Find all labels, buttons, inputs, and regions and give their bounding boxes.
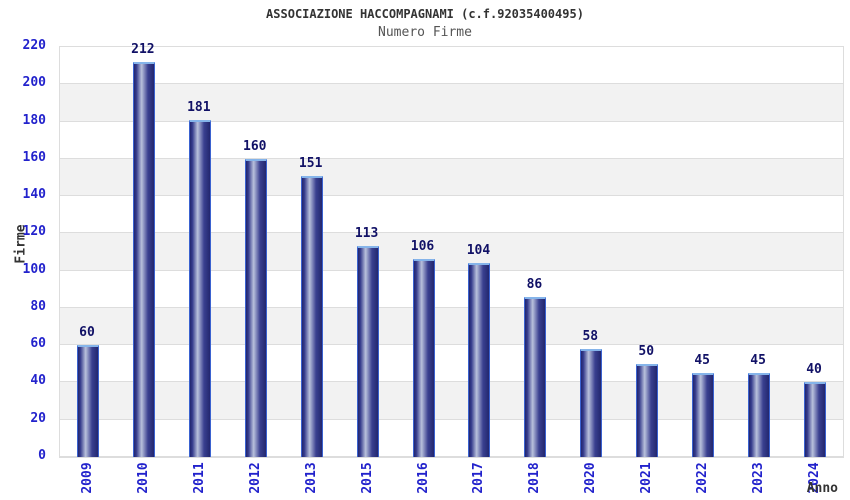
x-tick-label: 2023 xyxy=(751,462,767,494)
bar-2012 xyxy=(244,159,267,457)
bar-value-label: 113 xyxy=(354,226,379,241)
x-tick-label: 2013 xyxy=(303,462,319,494)
x-tick-label: 2015 xyxy=(359,462,375,494)
x-tick-label: 2017 xyxy=(471,462,487,494)
plot-area xyxy=(59,46,844,458)
bar-value-label: 86 xyxy=(526,277,543,292)
y-tick-label: 60 xyxy=(30,336,46,352)
y-tick-label: 160 xyxy=(22,149,46,165)
bar-2020 xyxy=(580,349,603,457)
x-tick-label: 2011 xyxy=(191,462,207,494)
chart-subtitle: Numero Firme xyxy=(378,25,472,40)
bar-value-label: 50 xyxy=(638,344,655,359)
bar-2024 xyxy=(804,382,827,457)
y-tick-label: 100 xyxy=(22,261,46,277)
grid-band xyxy=(60,270,843,308)
y-tick-label: 120 xyxy=(22,224,46,240)
bar-2011 xyxy=(188,120,211,457)
y-tick-label: 0 xyxy=(38,448,46,463)
bar-value-label: 40 xyxy=(806,362,822,377)
bar-2010 xyxy=(132,62,155,457)
bar-2016 xyxy=(412,259,435,457)
grid-band xyxy=(60,158,843,197)
y-tick-label: 80 xyxy=(30,298,46,314)
grid-band xyxy=(60,419,843,457)
y-tick-label: 220 xyxy=(22,38,46,53)
bar-value-label: 151 xyxy=(298,156,323,171)
bar-value-label: 106 xyxy=(410,239,435,254)
bar-value-label: 45 xyxy=(694,353,710,368)
bar-value-label: 181 xyxy=(187,100,211,115)
y-tick-label: 20 xyxy=(30,410,46,426)
x-tick-label: 2016 xyxy=(415,462,431,494)
bar-2009 xyxy=(76,345,99,457)
bar-2015 xyxy=(356,246,379,457)
grid-band xyxy=(60,196,843,234)
grid-band xyxy=(60,382,843,420)
bar-2023 xyxy=(748,373,771,457)
bar-2022 xyxy=(692,373,715,457)
bar-value-label: 104 xyxy=(466,243,491,258)
bar-value-label: 58 xyxy=(582,329,599,344)
bar-value-label: 45 xyxy=(750,353,766,368)
x-tick-label: 2020 xyxy=(583,462,599,494)
bar-2017 xyxy=(468,263,491,457)
bar-value-label: 212 xyxy=(131,42,155,57)
x-tick-label: 2010 xyxy=(135,462,151,494)
x-tick-label: 2009 xyxy=(79,462,95,494)
grid-band xyxy=(60,307,843,346)
bar-value-label: 160 xyxy=(243,139,267,154)
x-axis-label: Anno xyxy=(806,481,838,496)
x-tick-label: 2021 xyxy=(639,462,655,494)
chart-title: ASSOCIAZIONE HACCOMPAGNAMI (c.f.92035400… xyxy=(266,7,584,21)
bar-2013 xyxy=(300,176,323,457)
x-tick-label: 2018 xyxy=(527,462,543,494)
y-tick-label: 180 xyxy=(22,112,46,128)
x-tick-label: 2012 xyxy=(247,462,263,494)
bar-value-label: 60 xyxy=(79,325,95,340)
y-tick-label: 140 xyxy=(22,187,46,203)
grid-band xyxy=(60,121,843,159)
bar-2018 xyxy=(524,297,547,457)
x-tick-label: 2022 xyxy=(695,462,711,494)
y-tick-label: 200 xyxy=(22,75,46,91)
y-tick-label: 40 xyxy=(30,373,46,389)
bar-2021 xyxy=(636,364,659,457)
grid-band xyxy=(60,47,843,85)
grid-band xyxy=(60,84,843,122)
